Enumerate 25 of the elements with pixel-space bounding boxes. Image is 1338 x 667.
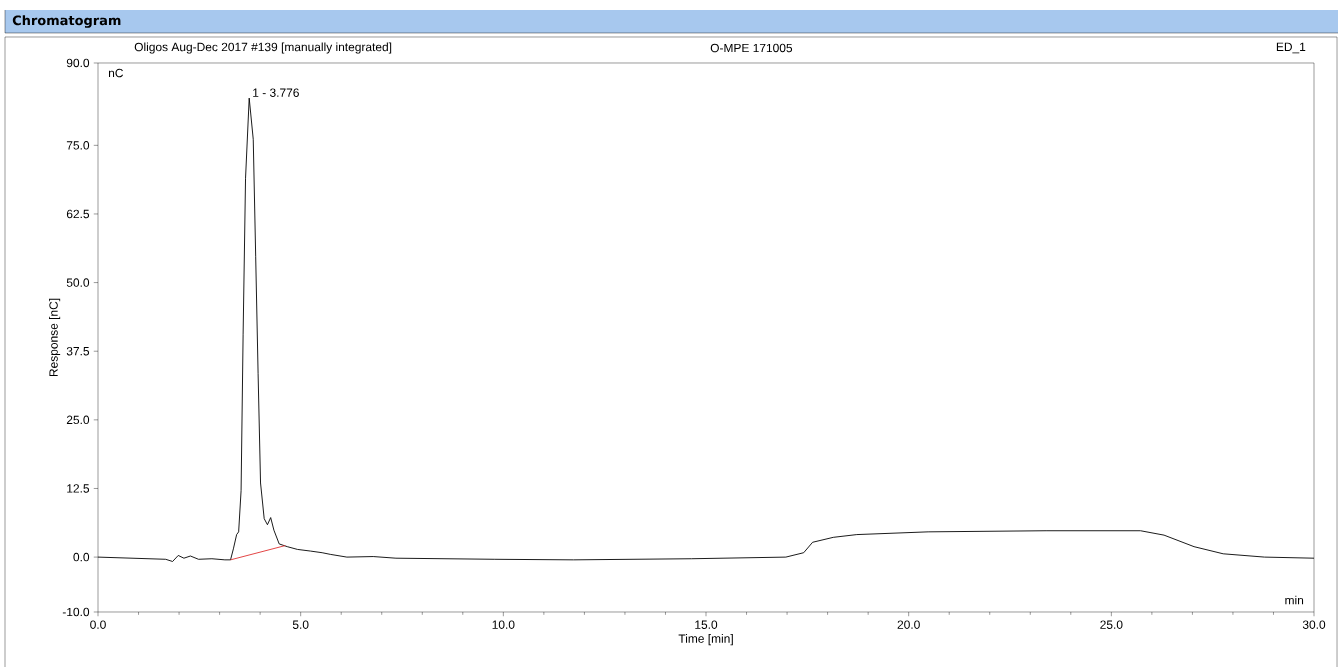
x-tick-label: 10.0	[492, 620, 515, 629]
chart-title: Chromatogram	[12, 15, 121, 28]
y-tick-label: -10.0	[62, 607, 90, 617]
x-tick-label: 30.0	[1302, 620, 1326, 629]
x-tick-label: 20.0	[897, 620, 920, 629]
x-tick-label: 25.0	[1100, 620, 1123, 629]
annotation: 1 - 3.776	[253, 88, 299, 97]
y-tick-label: 50.0	[66, 278, 90, 287]
y-tick-label: 12.5	[67, 484, 90, 493]
x-tick-label: 15.0	[695, 620, 718, 629]
y-tick-label: 62.5	[66, 209, 90, 219]
x-tick-label: 0.0	[90, 620, 106, 629]
text: ED_1	[1276, 42, 1306, 54]
x-tick-label: 5.0	[292, 620, 309, 629]
y-axis-title: Response [nC]	[49, 298, 61, 377]
y-tick-label: 37.5	[66, 346, 90, 356]
text: O-MPE 171005	[710, 43, 793, 53]
annotation: nC	[108, 68, 124, 78]
y-tick-label: 90.0	[66, 58, 90, 68]
chart-subtitle: Oligos Aug-Dec 2017 #139 [manually integrated]	[134, 42, 392, 54]
y-tick-label: 25.0	[66, 415, 90, 425]
y-tick-label: 75.0	[66, 141, 90, 150]
y-tick-label: 0.0	[73, 552, 90, 562]
x-axis-title: Time [min]	[678, 634, 733, 646]
annotation: min	[1285, 595, 1304, 605]
